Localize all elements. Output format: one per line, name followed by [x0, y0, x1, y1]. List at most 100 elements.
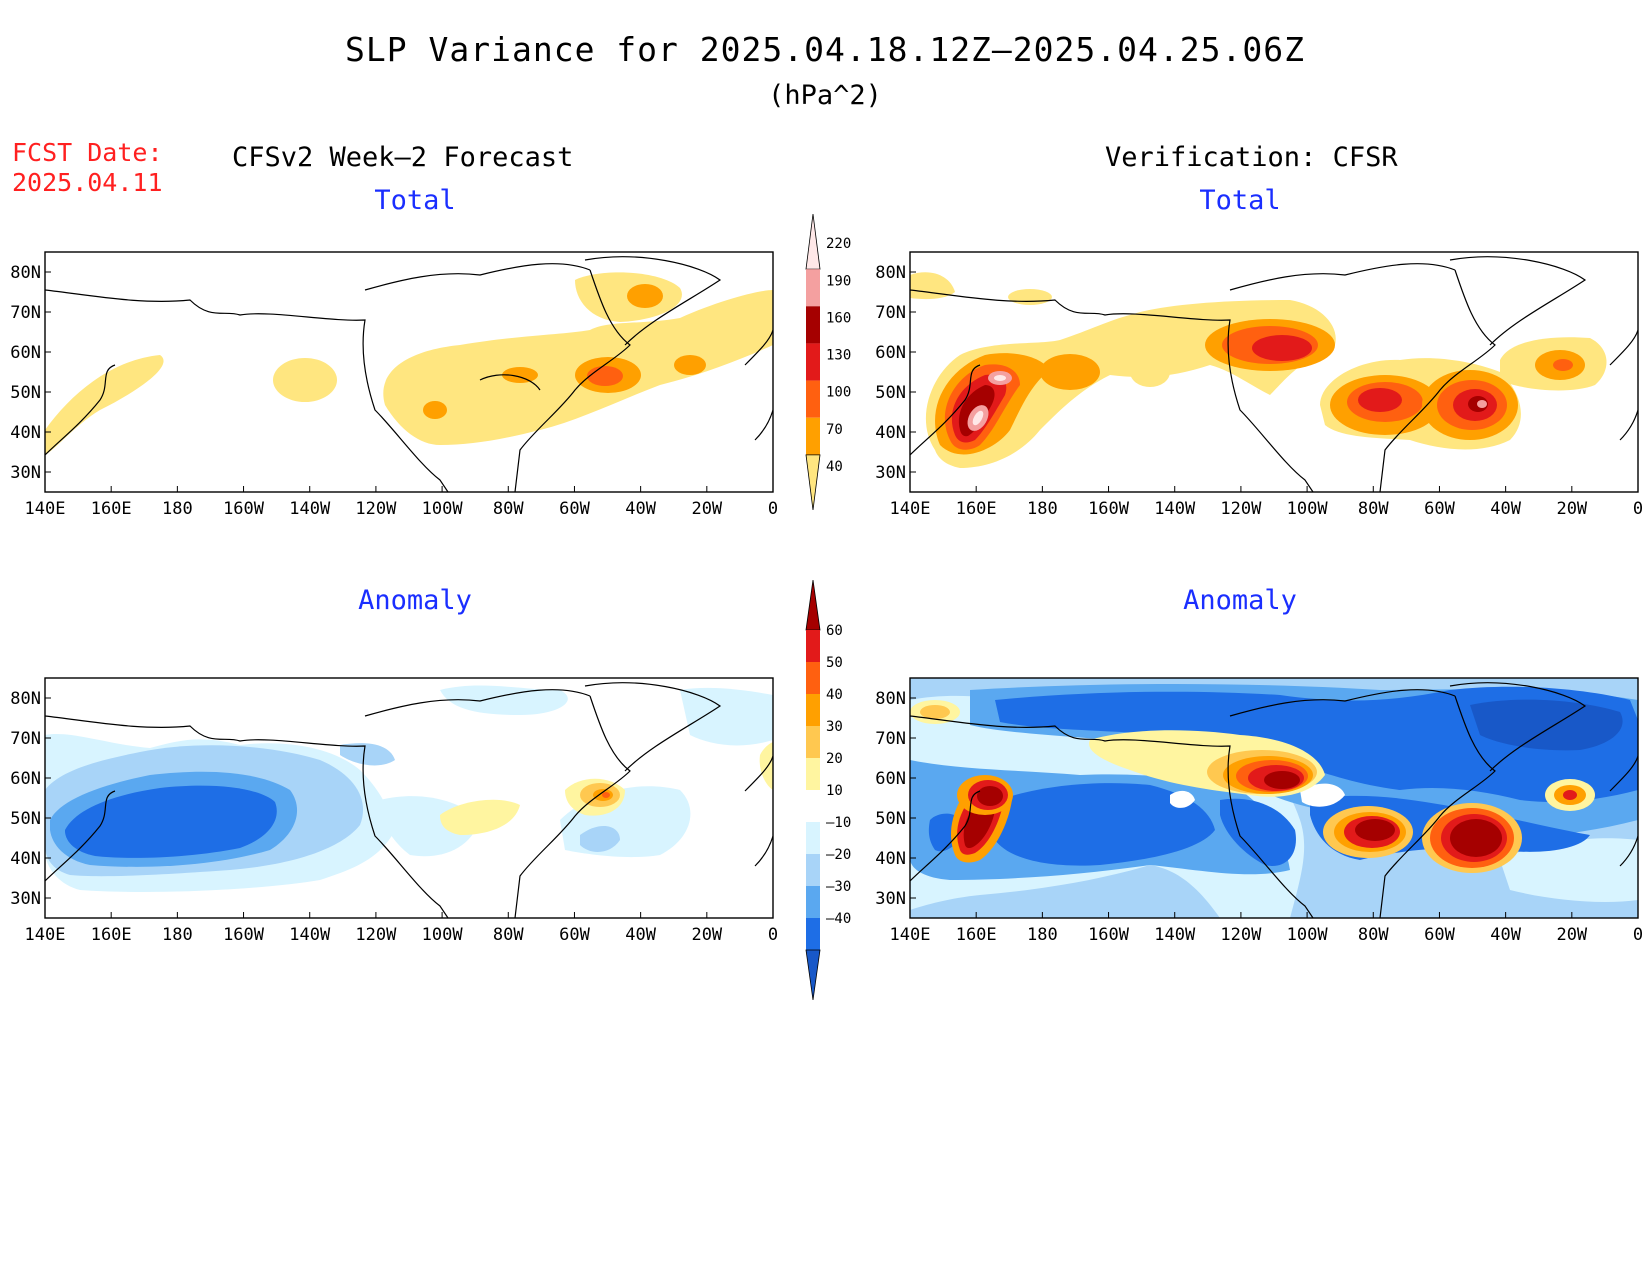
lon-tick-label: 60W	[1424, 925, 1455, 945]
map-panel-fcst-anomaly	[45, 682, 773, 918]
colorbar-label: 20	[826, 751, 843, 767]
lat-tick-label: 70N	[875, 303, 906, 323]
lon-tick-label: 180	[162, 499, 193, 519]
colorbar-label: –10	[826, 815, 851, 831]
lat-tick-label: 50N	[10, 809, 41, 829]
lon-tick-label: 60W	[559, 499, 590, 519]
lat-tick-label: 60N	[875, 769, 906, 789]
lat-tick-label: 60N	[10, 343, 41, 363]
lat-tick-label: 30N	[875, 463, 906, 483]
colorbar-label: 30	[826, 719, 843, 735]
lon-tick-label: 120W	[1220, 499, 1262, 519]
coastlines-verif-total	[910, 256, 1638, 492]
lon-tick-label: 140W	[289, 499, 331, 519]
lon-tick-label: 20W	[1556, 499, 1587, 519]
lon-tick-label: 140W	[1154, 499, 1196, 519]
lon-tick-label: 120W	[355, 925, 397, 945]
colorbar-label: 60	[826, 623, 843, 639]
lon-tick-label: 60W	[1424, 499, 1455, 519]
lon-tick-label: 140E	[890, 499, 931, 519]
colorbar-swatch	[806, 630, 820, 662]
lon-tick-label: 140E	[890, 925, 931, 945]
map-panel-fcst-total	[45, 256, 773, 492]
colorbar-label: 220	[826, 236, 851, 252]
panel-frame-verif-total: 140E 160E 180 160W 140W 120W 100W 80W 60W 40W 20W 0…	[875, 251, 1643, 519]
lon-tick-label: 80W	[1358, 925, 1389, 945]
colorbar-swatch	[806, 854, 820, 886]
colorbar-swatch	[806, 886, 820, 918]
lon-tick-label: 140E	[25, 499, 66, 519]
lon-tick-label: 80W	[493, 925, 524, 945]
colorbar-swatch	[806, 790, 820, 822]
lon-tick-label: 160E	[956, 925, 997, 945]
lat-tick-label: 50N	[875, 383, 906, 403]
colorbar-swatch	[806, 417, 820, 455]
panel-frame-fcst-anomaly: 140E 160E 180 160W 140W 120W 100W 80W 60W 40W 20W 0…	[10, 677, 778, 945]
lon-tick-label: 0	[1633, 499, 1643, 519]
colorbar-swatch	[805, 579, 821, 631]
colorbar-label: 40	[826, 687, 843, 703]
lon-tick-label: 160W	[1088, 925, 1130, 945]
lat-tick-label: 40N	[875, 423, 906, 443]
lon-tick-label: 100W	[1287, 925, 1329, 945]
map-panel-verif-anomaly	[910, 678, 1638, 918]
lon-tick-label: 0	[1633, 925, 1643, 945]
colorbar-label: 130	[826, 348, 851, 364]
colorbar-label: 50	[826, 655, 843, 671]
lat-tick-label: 40N	[875, 849, 906, 869]
coastlines-fcst-total	[45, 256, 773, 492]
colorbar-anomaly: 60 50 40 30 20 10 –10 –20 –30 –40	[805, 579, 851, 1001]
lon-tick-label: 80W	[493, 499, 524, 519]
panel-subtitle-verif-total: Total	[1199, 185, 1281, 216]
shaded-field-fcst-anomaly	[45, 685, 773, 892]
colorbar-label: 40	[826, 459, 843, 475]
figure-title: SLP Variance for 2025.04.18.12Z–2025.04.…	[345, 30, 1305, 69]
panel-subtitle-fcst-total: Total	[374, 185, 456, 216]
colorbar-swatch	[806, 918, 820, 950]
fcst-date-label: FCST Date:	[12, 138, 163, 167]
lat-tick-label: 70N	[10, 303, 41, 323]
lon-tick-label: 100W	[422, 925, 464, 945]
lon-tick-label: 140W	[1154, 925, 1196, 945]
colorbar-label: –40	[826, 911, 851, 927]
panel-subtitle-verif-anomaly: Anomaly	[1183, 585, 1297, 616]
lat-tick-label: 80N	[875, 689, 906, 709]
colorbar-swatch	[806, 694, 820, 726]
colorbar-label: –30	[826, 879, 851, 895]
coastlines-verif-anomaly	[910, 682, 1638, 918]
lon-tick-label: 160E	[956, 499, 997, 519]
lat-tick-label: 80N	[10, 263, 41, 283]
figure-units: (hPa^2)	[768, 80, 882, 111]
colorbar-swatch	[806, 306, 820, 344]
lon-tick-label: 40W	[625, 499, 656, 519]
lon-tick-label: 120W	[355, 499, 397, 519]
colorbar-label: 10	[826, 783, 843, 799]
colorbar-swatch	[806, 758, 820, 790]
lon-tick-label: 140E	[25, 925, 66, 945]
map-panel-verif-total	[910, 256, 1638, 492]
lon-tick-label: 160W	[223, 499, 265, 519]
colorbar-label: –20	[826, 847, 851, 863]
colorbar-swatch	[806, 726, 820, 758]
lon-tick-label: 140W	[289, 925, 331, 945]
colorbar-swatch	[806, 380, 820, 418]
colorbar-label: 160	[826, 310, 851, 326]
lon-tick-label: 0	[768, 499, 778, 519]
panel-frames: 140E 160E 180 160W 140W 120W 100W 80W 60W 40W 20W 0…	[10, 251, 1643, 945]
shaded-field-verif-anomaly	[910, 678, 1638, 918]
panel-frame-fcst-total: 140E 160E 180 160W 140W 120W 100W 80W 60W 40W 20W 0…	[10, 251, 778, 519]
lat-tick-label: 50N	[10, 383, 41, 403]
lat-tick-label: 70N	[875, 729, 906, 749]
colorbar-swatch	[806, 343, 820, 381]
lon-tick-label: 20W	[691, 499, 722, 519]
lat-tick-label: 50N	[875, 809, 906, 829]
lon-tick-label: 120W	[1220, 925, 1262, 945]
lon-tick-label: 40W	[1490, 499, 1521, 519]
colorbar-swatch	[805, 454, 821, 511]
lat-tick-label: 80N	[875, 263, 906, 283]
lon-tick-label: 180	[1027, 925, 1058, 945]
lat-tick-label: 40N	[10, 849, 41, 869]
panel-subtitle-fcst-anomaly: Anomaly	[358, 585, 472, 616]
verification-column-title: Verification: CFSR	[1105, 142, 1398, 173]
